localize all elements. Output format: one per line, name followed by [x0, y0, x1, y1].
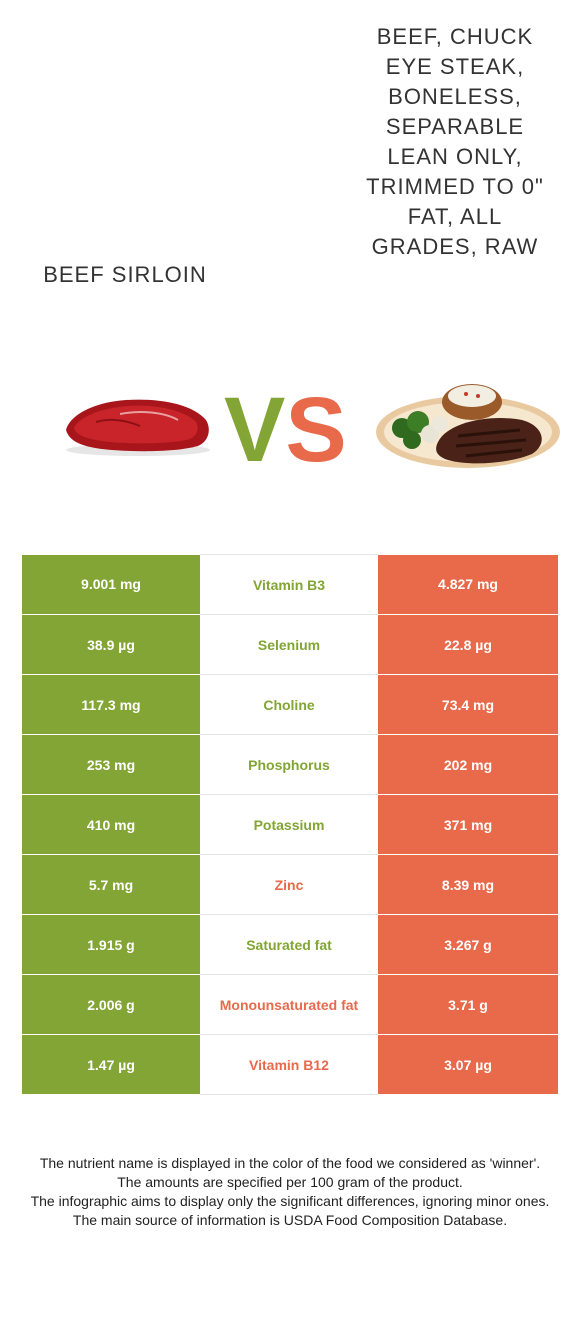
table-row: 117.3 mg Choline 73.4 mg	[22, 674, 558, 735]
nutrient-name: Selenium	[200, 614, 378, 675]
food-left-title: BEEF SIRLOIN	[43, 262, 207, 287]
table-row: 253 mg Phosphorus 202 mg	[22, 734, 558, 795]
nutrient-name: Vitamin B3	[200, 554, 378, 615]
steak-plate-icon	[376, 384, 560, 468]
vs-letter-s: S	[285, 379, 347, 481]
right-value: 8.39 mg	[378, 854, 558, 915]
right-value: 3.267 g	[378, 914, 558, 975]
right-value: 4.827 mg	[378, 554, 558, 615]
left-value: 5.7 mg	[22, 854, 200, 915]
nutrient-name: Zinc	[200, 854, 378, 915]
nutrient-name: Phosphorus	[200, 734, 378, 795]
table-row: 2.006 g Monounsaturated fat 3.71 g	[22, 974, 558, 1035]
vs-letter-v: V	[224, 379, 286, 481]
footer-line-aims: The infographic aims to display only the…	[30, 1193, 550, 1209]
right-value: 73.4 mg	[378, 674, 558, 735]
left-value: 1.915 g	[22, 914, 200, 975]
left-value: 9.001 mg	[22, 554, 200, 615]
nutrient-name: Choline	[200, 674, 378, 735]
left-value: 38.9 µg	[22, 614, 200, 675]
table-row: 1.915 g Saturated fat 3.267 g	[22, 914, 558, 975]
food-right-title: BEEF, CHUCK EYE STEAK, BONELESS, SEPARAB…	[366, 24, 544, 259]
nutrient-name: Vitamin B12	[200, 1034, 378, 1095]
right-value: 22.8 µg	[378, 614, 558, 675]
food-images	[66, 384, 560, 468]
right-value: 202 mg	[378, 734, 558, 795]
table-row: 38.9 µg Selenium 22.8 µg	[22, 614, 558, 675]
nutrient-name: Potassium	[200, 794, 378, 855]
right-value: 3.07 µg	[378, 1034, 558, 1095]
table-row: 1.47 µg Vitamin B12 3.07 µg	[22, 1034, 558, 1095]
right-value: 3.71 g	[378, 974, 558, 1035]
left-value: 117.3 mg	[22, 674, 200, 735]
table-row: 9.001 mg Vitamin B3 4.827 mg	[22, 554, 558, 615]
footer-line-winner: The nutrient name is displayed in the co…	[39, 1155, 541, 1171]
raw-beef-steak-icon	[66, 399, 210, 456]
footer-notes: The nutrient name is displayed in the co…	[20, 1154, 560, 1230]
nutrient-comparison-table: 9.001 mg Vitamin B3 4.827 mg 38.9 µg Seleniu…	[22, 554, 558, 1095]
nutrient-name: Monounsaturated fat	[200, 974, 378, 1035]
left-value: 2.006 g	[22, 974, 200, 1035]
table-row: 5.7 mg Zinc 8.39 mg	[22, 854, 558, 915]
nutrient-name: Saturated fat	[200, 914, 378, 975]
left-value: 410 mg	[22, 794, 200, 855]
vs-label: VS	[224, 380, 347, 480]
footer-line-source: The main source of information is USDA F…	[72, 1212, 508, 1228]
left-value: 1.47 µg	[22, 1034, 200, 1095]
right-value: 371 mg	[378, 794, 558, 855]
left-value: 253 mg	[22, 734, 200, 795]
table-row: 410 mg Potassium 371 mg	[22, 794, 558, 855]
footer-line-amounts: The amounts are specified per 100 gram o…	[117, 1174, 463, 1190]
